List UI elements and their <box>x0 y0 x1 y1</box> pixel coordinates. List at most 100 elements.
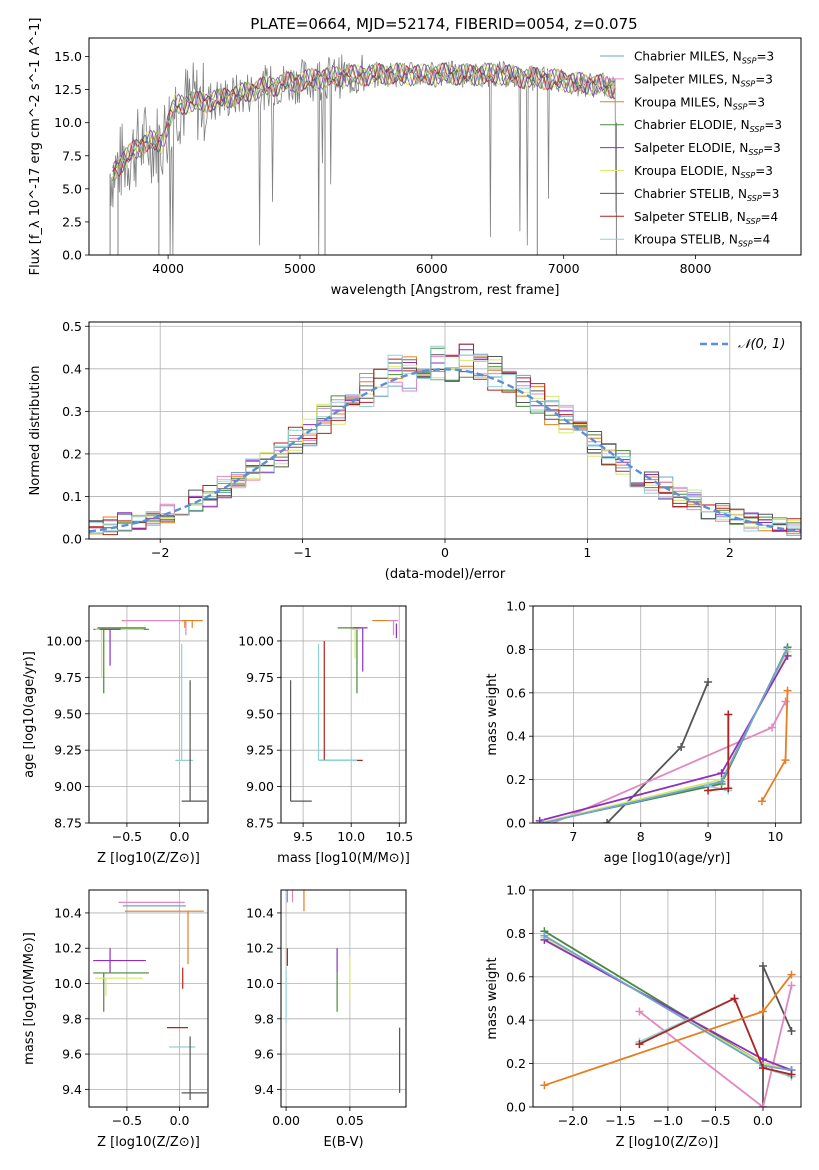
weight-marker <box>635 1007 644 1016</box>
tick-label-y: 0.6 <box>506 685 526 700</box>
tick-label-y: 10.2 <box>246 941 274 956</box>
tick-label-x: −1.5 <box>605 1113 635 1128</box>
tick-label-y: 0.6 <box>506 969 526 984</box>
weight-marker <box>704 677 713 686</box>
axis-label-x: E(B-V) <box>323 1135 363 1150</box>
plot-area-weight_vs_Z <box>540 927 796 1107</box>
tick-label-x: 10.5 <box>385 829 413 844</box>
weight-marker <box>787 970 796 979</box>
legend-label-sub: SSP <box>748 148 763 157</box>
plot-area-residuals <box>89 343 801 536</box>
tick-label-y: 12.5 <box>54 82 82 97</box>
tick-label-y: 0.0 <box>62 532 82 547</box>
weight-marker <box>717 769 726 778</box>
weight-marker <box>783 686 792 695</box>
tick-label-y: 0.0 <box>506 816 526 831</box>
tick-label-y: 10.4 <box>54 905 82 920</box>
tick-label-y: 1.0 <box>506 883 526 898</box>
weight-marker <box>782 645 791 654</box>
tick-label-y: 10.0 <box>54 115 82 130</box>
legend-label-value: =4 <box>760 210 778 224</box>
tick-label-x: 6000 <box>416 261 448 276</box>
tick-label-x: 5000 <box>284 261 316 276</box>
axis-label-y: age [log10(age/yr)] <box>22 651 37 778</box>
tick-label-x: 7000 <box>548 261 580 276</box>
tick-label-y: 15.0 <box>54 49 82 64</box>
axis-label-x: (data-model)/error <box>385 567 506 582</box>
panel-weight_vs_age: 7 8 9 10 0.0 0.2 0.4 0.6 0.8 1.0 age [log10(age/yr… <box>485 599 802 866</box>
tick-label-y: 9.6 <box>62 1047 82 1062</box>
legend-label-value: =3 <box>756 50 774 64</box>
legend-label: Chabrier MILES, NSSP=3 <box>634 50 774 66</box>
legend-label: Salpeter MILES, NSSP=3 <box>634 72 773 88</box>
tick-label-y: 0.4 <box>506 729 526 744</box>
tick-label-y: 1.0 <box>506 599 526 614</box>
weight-line <box>539 646 789 823</box>
weight-marker <box>768 723 777 732</box>
tick-label-y: 10.00 <box>46 633 82 648</box>
tick-label-x: 10.0 <box>337 829 365 844</box>
tick-label-y: 0.2 <box>506 1056 526 1071</box>
axes-frame <box>532 605 802 824</box>
legend-label-sub: SSP <box>747 194 762 203</box>
axis-label-x: Z [log10(Z/Z⊙)] <box>616 1135 719 1150</box>
axis-label-x: wavelength [Angstrom, rest frame] <box>331 283 560 298</box>
legend: Chabrier MILES, NSSP=3 Salpeter MILES, NS… <box>600 50 782 249</box>
axis-label-x: Z [log10(Z/Z⊙)] <box>97 1135 200 1150</box>
tick-label-x: 1 <box>583 545 591 560</box>
tick-label-x: 0.0 <box>170 829 190 844</box>
axes-frame <box>532 889 802 1108</box>
tick-label-y: 8.75 <box>54 816 82 831</box>
tick-label-y: 9.00 <box>54 779 82 794</box>
tick-label-x: 0.0 <box>753 1113 773 1128</box>
tick-label-y: 9.6 <box>254 1047 274 1062</box>
panel-age_vs_Z: −0.5 0.0 8.75 9.00 9.25 9.50 9.75 10.00 Z [log10… <box>22 605 209 866</box>
tick-label-x: −0.5 <box>112 829 142 844</box>
panel-mass_vs_Z: −0.5 0.0 9.4 9.6 9.8 10.0 10.2 10.4 Z [log10(Z/Z… <box>22 889 209 1150</box>
tick-label-y: 0.5 <box>62 319 82 334</box>
axis-label-x: mass [log10(M/M⊙)] <box>277 851 410 866</box>
axis-label-x: Z [log10(Z/Z⊙)] <box>97 851 200 866</box>
axes-frame <box>88 37 802 256</box>
legend-label-sub: SSP <box>746 217 761 226</box>
plot-area-age_vs_mass <box>290 619 399 802</box>
tick-label-y: 0.4 <box>62 361 82 376</box>
weight-marker <box>787 1070 796 1079</box>
tick-label-x: −0.5 <box>700 1113 730 1128</box>
tick-label-y: 5.0 <box>62 181 82 196</box>
histogram-step <box>89 345 801 534</box>
normal-curve <box>89 368 801 533</box>
weight-marker <box>781 697 790 706</box>
legend-label-text: Salpeter STELIB, N <box>634 210 746 224</box>
tick-label-x: −0.5 <box>112 1113 142 1128</box>
tick-label-y: 0.1 <box>62 489 82 504</box>
axes-frame <box>280 605 407 824</box>
tick-label-x: 0.0 <box>170 1113 190 1128</box>
legend-label-value: =3 <box>755 164 773 178</box>
axes-frame <box>280 889 407 1108</box>
legend-label: Chabrier STELIB, NSSP=3 <box>634 187 779 203</box>
tick-label-x: 9 <box>704 829 712 844</box>
weight-marker <box>758 961 767 970</box>
tick-label-y: 0.2 <box>506 772 526 787</box>
legend-label-text: Chabrier STELIB, N <box>634 187 747 201</box>
legend-label-text: Salpeter ELODIE, N <box>634 141 748 155</box>
legend-label: Salpeter ELODIE, NSSP=3 <box>634 141 781 157</box>
tick-label-x: −2.0 <box>558 1113 588 1128</box>
weight-marker <box>730 994 739 1003</box>
weight-marker <box>724 710 733 719</box>
tick-label-x: 2 <box>726 545 734 560</box>
axis-label-y: mass weight <box>485 957 500 1039</box>
tick-label-y: 2.5 <box>62 214 82 229</box>
tick-label-x: 4000 <box>152 261 184 276</box>
weight-marker <box>677 743 686 752</box>
weight-line <box>606 681 709 823</box>
tick-label-x: 0.00 <box>272 1113 300 1128</box>
legend-label: Salpeter STELIB, NSSP=4 <box>634 210 778 226</box>
plot-area-age_vs_Z <box>93 619 207 802</box>
tick-label-y: 10.4 <box>246 905 274 920</box>
weight-marker <box>603 819 612 823</box>
tick-label-y: 10.0 <box>246 976 274 991</box>
legend-label-sub: SSP <box>733 102 748 111</box>
